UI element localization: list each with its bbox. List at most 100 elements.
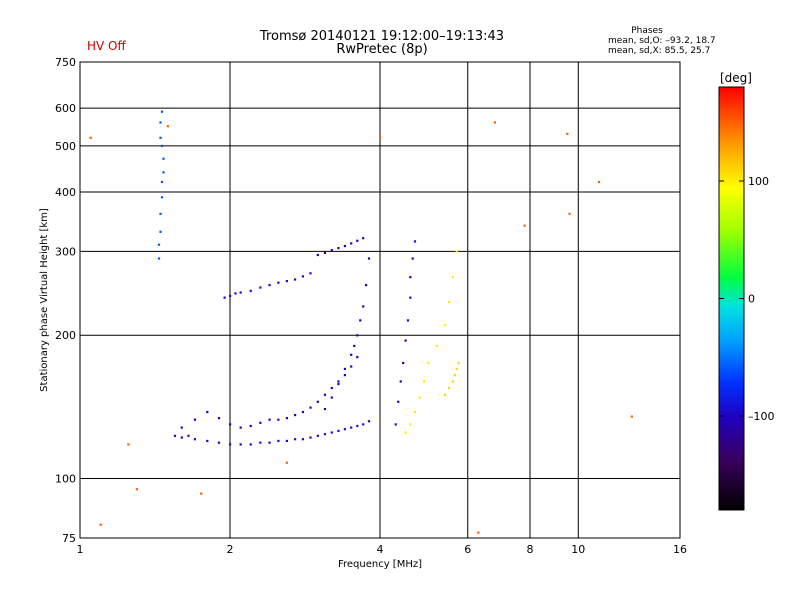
data-point [350, 242, 353, 245]
data-point [193, 418, 197, 421]
x-tick-label: 2 [227, 543, 234, 556]
data-point [323, 433, 327, 436]
data-point [477, 531, 480, 534]
data-point [397, 400, 400, 403]
y-tick-label: 200 [55, 329, 76, 342]
data-point [409, 423, 412, 426]
colorbar-ticks: 100 0 –100 [719, 175, 775, 423]
data-point [159, 121, 162, 124]
data-point [180, 436, 183, 439]
phases-o-line: mean, sd,O: –93.2, 18.7 [608, 36, 716, 46]
y-axis-label: Stationary phase Virtual Height [km] [39, 208, 50, 392]
data-point [455, 367, 458, 371]
data-point [206, 410, 209, 414]
data-point [166, 125, 169, 128]
data-point [99, 523, 102, 526]
y-tick-label: 300 [55, 245, 76, 258]
data-point [293, 278, 297, 281]
data-points [89, 110, 633, 534]
data-point [356, 424, 359, 428]
data-point [157, 243, 161, 246]
data-point [413, 240, 417, 243]
data-point [285, 439, 288, 443]
data-point [455, 250, 458, 253]
x-tick-label: 8 [527, 543, 534, 556]
colorbar-tick-label: 0 [748, 293, 755, 306]
data-point [362, 237, 365, 240]
data-point [409, 276, 412, 279]
colorbar-unit-label: [deg] [720, 71, 752, 85]
colorbar-tick-label: –100 [748, 410, 775, 423]
data-point [217, 441, 221, 444]
data-point [200, 492, 203, 495]
data-point [447, 300, 451, 304]
data-point [343, 428, 347, 431]
data-point [259, 421, 262, 424]
data-point [394, 423, 397, 426]
data-point [402, 361, 405, 365]
x-tick-label: 1 [77, 543, 84, 556]
data-point [367, 257, 371, 260]
data-point [285, 417, 288, 420]
data-point [309, 272, 312, 275]
data-point [301, 438, 305, 441]
data-point [451, 276, 455, 279]
y-tick-label: 750 [55, 56, 76, 69]
x-tick-label: 16 [673, 543, 687, 556]
colorbar-tick-label: 100 [748, 175, 769, 188]
data-point [353, 344, 356, 348]
data-point [422, 380, 426, 383]
chart-title: Tromsø 20140121 19:12:00–19:13:43 [259, 29, 504, 44]
data-point [223, 296, 226, 299]
data-point [404, 431, 407, 434]
data-point [249, 289, 252, 292]
data-point [379, 136, 382, 139]
data-point [566, 132, 569, 135]
chart-subtitle: RwPretec (8p) [336, 42, 427, 57]
data-point [350, 365, 353, 368]
data-point [330, 431, 333, 434]
y-tick-label: 100 [55, 473, 76, 486]
data-point [239, 443, 242, 446]
data-point [630, 415, 633, 418]
data-point [367, 420, 371, 423]
data-point [285, 280, 288, 283]
data-point [162, 157, 165, 160]
data-point [411, 257, 414, 260]
data-point [443, 393, 447, 396]
data-point [217, 417, 221, 420]
data-point [160, 144, 164, 148]
data-point [277, 418, 280, 421]
y-tick-label: 400 [55, 186, 76, 199]
data-point [350, 353, 353, 356]
data-point [330, 396, 333, 399]
data-point [343, 374, 347, 377]
data-point [362, 305, 365, 308]
data-point [159, 230, 162, 233]
data-point [406, 319, 410, 322]
data-point [427, 361, 430, 365]
data-point [451, 380, 455, 383]
phases-x-line: mean, sd,X: 85.5, 25.7 [608, 46, 710, 56]
data-point [457, 361, 460, 365]
data-point [316, 400, 319, 403]
data-point [160, 110, 164, 113]
data-point [239, 426, 242, 429]
data-point [301, 410, 305, 414]
data-point [249, 424, 252, 428]
data-point [206, 439, 209, 443]
y-tick-label: 600 [55, 102, 76, 115]
data-point [268, 418, 271, 421]
data-point [229, 423, 232, 426]
data-point [343, 244, 347, 248]
data-point [309, 406, 312, 409]
data-point [159, 212, 162, 215]
data-point [309, 436, 312, 439]
data-point [323, 407, 327, 411]
x-tick-label: 4 [377, 543, 384, 556]
data-point [362, 423, 365, 426]
data-point [350, 426, 353, 429]
phases-heading: Phases [631, 26, 663, 36]
data-point [268, 441, 271, 444]
data-point [337, 247, 340, 250]
